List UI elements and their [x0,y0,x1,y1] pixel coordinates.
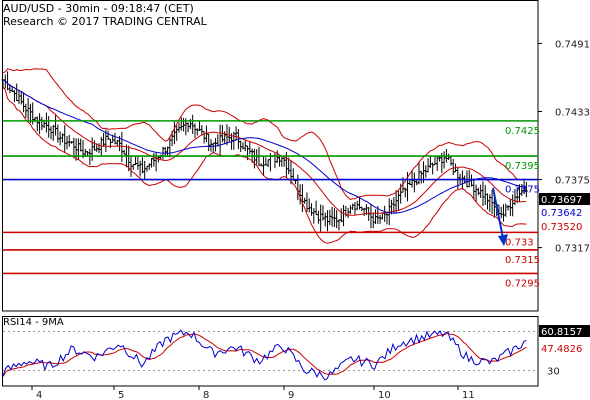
price-tag-band: 0.73520 [541,222,582,233]
rsi-tag-rsi_ma: 47.4826 [541,344,582,355]
price-tag-last-bg [539,193,590,205]
rsi-ma-line [2,332,527,377]
x-tick-label: 10 [378,390,391,400]
level-label-resistance: 0.7425 [505,126,540,137]
x-tick-label: 5 [118,390,124,400]
price-tag-ma: 0.73642 [541,208,582,219]
level-label-support: 0.7295 [505,278,540,289]
forecast-arrow-shaft [492,187,504,239]
price-tag-band-bg [539,220,590,232]
rsi-tag-rsi-bg [539,325,590,337]
y-tick-label: 0.7375 [555,176,590,187]
price-tag-last: 0.73697 [541,195,582,206]
ma-fast-line [2,79,527,216]
price-tag-ma-bg [539,206,590,218]
y-tick-label: 0.7433 [555,107,590,118]
level-label-resistance: 0.7395 [505,161,540,172]
x-tick-label: 11 [462,390,475,400]
bollinger-lower-line [2,86,527,244]
y-tick-label: 0.7317 [555,244,590,255]
level-label-pivot: 0.7375 [505,185,540,196]
y-tick-label: 0.7491 [555,39,590,50]
x-tick-label: 4 [36,390,42,400]
level-label-support: 0.733 [505,237,534,248]
forecast-arrow-head [498,234,508,247]
chart-title: AUD/USD - 30min - 09:18:47 (CET) [3,2,194,15]
x-tick-label: 8 [203,390,209,400]
chart-source: Research © 2017 TRADING CENTRAL [3,15,207,28]
rsi-label: RSI14 - 9MA [3,317,64,328]
rsi-tag-rsi_ma-bg [539,342,590,354]
level-label-support: 0.7315 [505,255,540,266]
x-tick-label: 9 [288,390,294,400]
rsi-tick-label: 30 [547,366,560,377]
rsi-line [2,329,527,381]
bollinger-upper-line [2,68,527,201]
rsi-panel-frame [2,316,539,387]
ma-slow-line [2,79,527,214]
rsi-tag-rsi: 60.8157 [541,327,582,338]
